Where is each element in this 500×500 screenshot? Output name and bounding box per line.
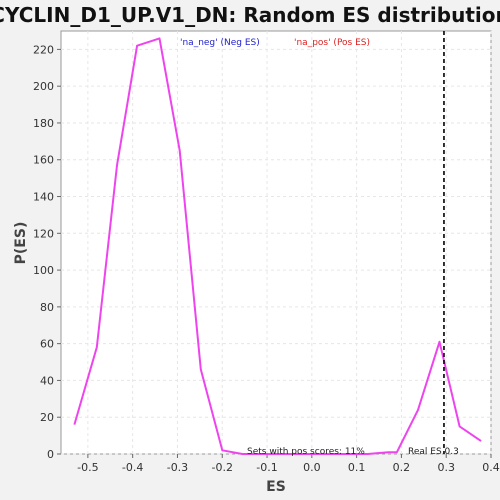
pos-scores-annotation: Sets with pos scores: 11% xyxy=(247,447,365,457)
es-distribution-series xyxy=(73,37,482,455)
y-axis-ticks: 0 20 40 60 80 100 120 140 160 180 200 220 xyxy=(33,43,61,461)
y-tick-label: 140 xyxy=(33,191,54,204)
y-tick-label: 60 xyxy=(40,338,54,351)
x-axis-ticks: -0.5 -0.4 -0.3 -0.2 -0.1 0.0 0.1 0.2 0.3 0.4 xyxy=(77,454,500,474)
series-layer xyxy=(73,37,482,455)
y-tick-label: 120 xyxy=(33,227,54,240)
x-tick-label: 0.4 xyxy=(482,461,500,474)
x-tick-label: -0.2 xyxy=(212,461,233,474)
x-tick-label: -0.3 xyxy=(167,461,188,474)
x-tick-label: 0.3 xyxy=(437,461,455,474)
x-tick-label: -0.5 xyxy=(77,461,98,474)
x-tick-label: -0.1 xyxy=(256,461,277,474)
legend: 'na_neg' (Neg ES) 'na_pos' (Pos ES) xyxy=(180,38,370,48)
plot-area xyxy=(60,30,492,455)
y-tick-label: 40 xyxy=(40,374,54,387)
grid-lines xyxy=(61,31,492,455)
legend-pos-es: 'na_pos' (Pos ES) xyxy=(294,38,370,48)
y-tick-label: 20 xyxy=(40,411,54,424)
y-tick-label: 80 xyxy=(40,301,54,314)
y-tick-label: 200 xyxy=(33,80,54,93)
x-axis-label: ES xyxy=(266,479,286,495)
y-tick-label: 160 xyxy=(33,154,54,167)
chart-title: CYCLIN_D1_UP.V1_DN: Random ES distributi… xyxy=(0,3,500,27)
x-tick-label: 0.0 xyxy=(303,461,321,474)
real-es-label: Real ES 0.3 xyxy=(408,447,459,457)
y-tick-label: 220 xyxy=(33,43,54,56)
y-tick-label: 0 xyxy=(47,448,54,461)
x-tick-label: -0.4 xyxy=(122,461,143,474)
y-tick-label: 100 xyxy=(33,264,54,277)
legend-neg-es: 'na_neg' (Neg ES) xyxy=(180,38,260,48)
x-tick-label: 0.2 xyxy=(393,461,411,474)
y-axis-label: P(ES) xyxy=(13,222,29,265)
x-tick-label: 0.1 xyxy=(348,461,366,474)
y-tick-label: 180 xyxy=(33,117,54,130)
